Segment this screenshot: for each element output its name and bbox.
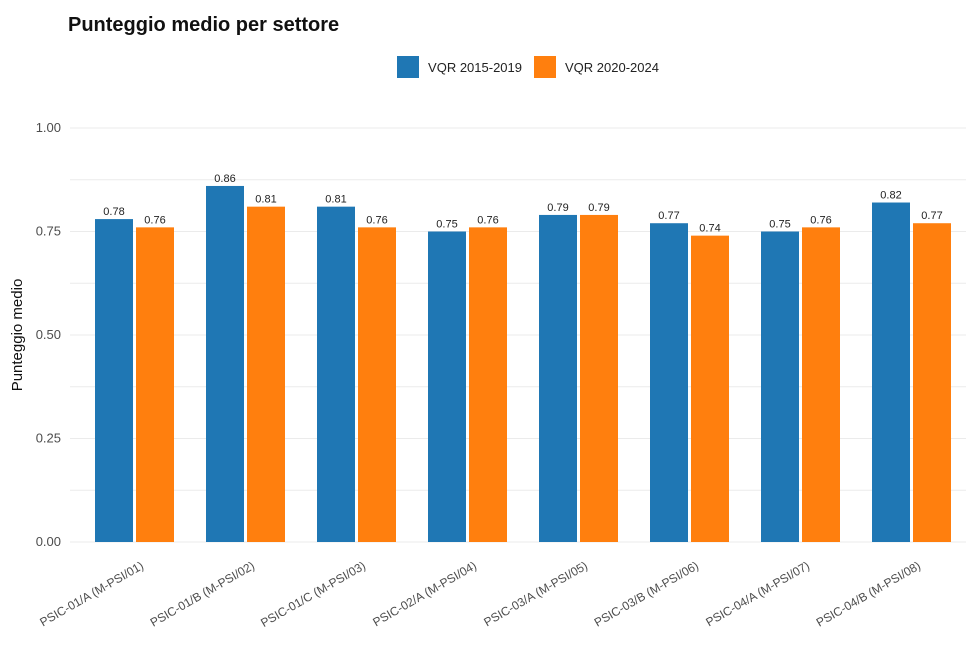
data-label: 0.75: [436, 219, 457, 231]
bar-1: [317, 206, 355, 542]
chart-title: Punteggio medio per settore: [68, 14, 340, 36]
data-label: 0.75: [769, 219, 790, 231]
bar-1: [539, 214, 577, 542]
bar-1: [428, 231, 466, 542]
x-tick-label: PSIC-01/C (M-PSI/03): [258, 558, 368, 629]
y-tick-label: 0.75: [36, 224, 61, 239]
x-tick-label: PSIC-02/A (M-PSI/04): [370, 558, 479, 629]
data-label: 0.76: [366, 214, 387, 226]
legend-swatch-series-1: [397, 56, 420, 78]
bar-1: [872, 202, 910, 542]
y-axis-title: Punteggio medio: [9, 279, 26, 392]
data-label: 0.76: [144, 214, 165, 226]
x-tick-label: PSIC-01/B (M-PSI/02): [148, 558, 257, 629]
data-label: 0.86: [214, 173, 235, 185]
bar-2: [247, 206, 285, 542]
x-tick-label: PSIC-03/B (M-PSI/06): [592, 558, 701, 629]
data-label: 0.76: [810, 214, 831, 226]
x-tick-label: PSIC-04/A (M-PSI/07): [703, 558, 812, 629]
y-tick-label: 0.25: [36, 431, 61, 446]
bar-2: [580, 214, 618, 542]
data-label: 0.81: [255, 194, 276, 206]
legend: VQR 2015-2019 VQR 2020-2024: [0, 56, 966, 78]
data-label: 0.79: [547, 202, 568, 214]
y-tick-label: 1.00: [36, 120, 61, 135]
legend-item-series-2: VQR 2020-2024: [534, 56, 659, 78]
x-tick-label: PSIC-03/A (M-PSI/05): [481, 558, 590, 629]
bar-1: [761, 231, 799, 542]
bar-2: [136, 227, 174, 543]
bar-2: [913, 223, 951, 542]
bar-1: [650, 223, 688, 542]
data-label: 0.79: [588, 202, 609, 214]
data-label: 0.74: [699, 223, 720, 235]
data-label: 0.77: [921, 210, 942, 222]
legend-label-series-1: VQR 2015-2019: [428, 59, 522, 75]
y-tick-label: 0.50: [36, 327, 61, 342]
data-label: 0.78: [103, 206, 124, 218]
x-tick-label: PSIC-04/B (M-PSI/08): [814, 558, 923, 629]
bar-2: [802, 227, 840, 543]
data-label: 0.77: [658, 210, 679, 222]
legend-label-series-2: VQR 2020-2024: [565, 59, 659, 75]
bar-1: [206, 185, 244, 542]
data-label: 0.81: [325, 194, 346, 206]
bar-2: [691, 235, 729, 542]
x-tick-label: PSIC-01/A (M-PSI/01): [37, 558, 146, 629]
data-label: 0.82: [880, 190, 901, 202]
bar-1: [95, 219, 133, 542]
data-label: 0.76: [477, 214, 498, 226]
bar-2: [358, 227, 396, 543]
legend-item-series-1: VQR 2015-2019: [397, 56, 522, 78]
legend-swatch-series-2: [534, 56, 556, 78]
bar-2: [469, 227, 507, 543]
y-tick-label: 0.00: [36, 534, 61, 549]
